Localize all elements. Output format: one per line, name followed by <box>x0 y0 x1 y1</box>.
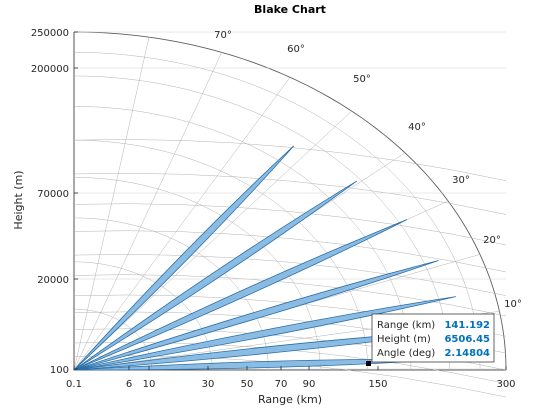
height-curve <box>73 203 507 246</box>
y-tick-label: 250000 <box>31 28 69 39</box>
axes-group: 0.1 6 10 30 50 70 90 150 300 100 20000 70000 200000 2… <box>31 28 516 390</box>
range-arc <box>73 106 412 371</box>
x-tick-label: 6 <box>126 379 132 390</box>
x-tick-label: 0.1 <box>66 379 82 390</box>
x-tick-label: 50 <box>241 379 254 390</box>
range-arc <box>73 177 321 371</box>
lobe <box>73 180 358 371</box>
range-arc <box>73 75 451 371</box>
datatip-box <box>371 313 495 363</box>
angle-ray <box>73 52 222 371</box>
angle-label: 20° <box>483 235 501 246</box>
y-tick-label: 200000 <box>31 64 69 75</box>
height-curve <box>73 173 507 215</box>
angle-label: 30° <box>452 175 470 186</box>
angle-ray <box>73 37 150 371</box>
height-curve <box>73 139 507 181</box>
y-tick-label: 20000 <box>37 275 69 286</box>
x-tick-label: 150 <box>368 379 387 390</box>
x-tick-label: 90 <box>303 379 316 390</box>
datatip-row-label: Range (km) <box>377 320 435 331</box>
y-axis-label: Height (m) <box>12 170 25 229</box>
outer-arc <box>73 31 507 371</box>
y-tick-label: 70000 <box>37 189 69 200</box>
lobes-group <box>73 145 468 371</box>
lobe <box>73 145 295 371</box>
height-curve <box>73 254 507 296</box>
datatip[interactable]: Range (km) 141.192 Height (m) 6506.45 Angle … <box>366 313 495 366</box>
datatip-marker <box>366 361 371 366</box>
x-axis-label: Range (km) <box>258 393 322 406</box>
x-tick-label: 10 <box>143 379 156 390</box>
height-curve <box>73 274 507 317</box>
angle-ray <box>73 77 291 371</box>
datatip-row-value: 6506.45 <box>444 334 490 345</box>
x-tick-label: 300 <box>496 379 515 390</box>
datatip-row-value: 2.14804 <box>444 348 490 359</box>
datatip-row-label: Angle (deg) <box>377 348 435 359</box>
angle-label: 50° <box>353 74 371 85</box>
x-tick-label: 30 <box>202 379 215 390</box>
x-tick-label: 70 <box>275 379 288 390</box>
y-tick-label: 100 <box>50 365 69 376</box>
datatip-row-value: 141.192 <box>444 320 490 331</box>
datatip-row-label: Height (m) <box>377 334 431 345</box>
angle-label: 40° <box>408 122 426 133</box>
chart-title: Blake Chart <box>254 3 326 16</box>
lobe <box>73 219 408 371</box>
angle-ray <box>73 110 352 371</box>
angle-label: 60° <box>287 44 305 55</box>
angle-label: 70° <box>214 30 232 41</box>
range-arc <box>73 52 481 371</box>
lobe <box>73 296 456 371</box>
lobe <box>73 260 439 371</box>
height-curve <box>73 230 507 273</box>
angle-labels-group: 10° 20° 30° 40° 50° 60° 70° <box>214 30 522 310</box>
angle-label: 10° <box>504 299 522 310</box>
